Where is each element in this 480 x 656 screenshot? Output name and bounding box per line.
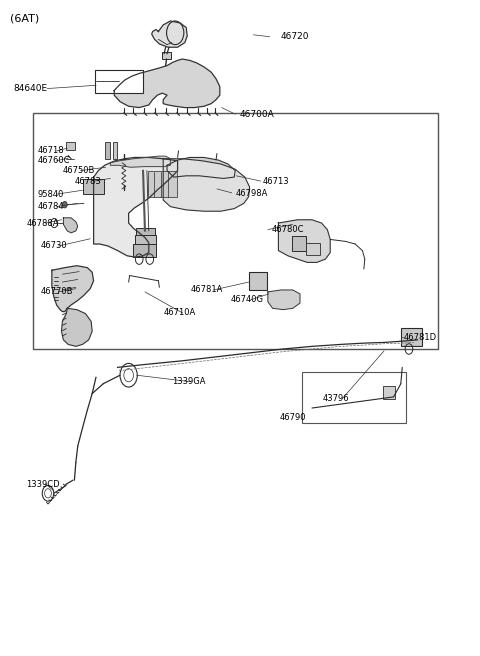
Bar: [33, 113, 438, 349]
Bar: [383, 386, 395, 399]
Text: 46781A: 46781A: [191, 285, 223, 295]
Text: 46720: 46720: [281, 32, 309, 41]
Bar: [105, 142, 110, 159]
Text: 46713: 46713: [263, 176, 289, 186]
Text: 46740G: 46740G: [230, 295, 264, 304]
Text: 46730: 46730: [41, 241, 67, 251]
Circle shape: [416, 336, 421, 344]
Bar: [113, 142, 117, 159]
Text: 46784: 46784: [37, 202, 64, 211]
Circle shape: [62, 201, 67, 208]
Polygon shape: [94, 157, 178, 257]
Bar: [292, 236, 306, 251]
Polygon shape: [278, 220, 330, 262]
Text: (6AT): (6AT): [10, 13, 39, 23]
Text: 46790: 46790: [279, 413, 306, 422]
Text: 46783: 46783: [74, 176, 101, 186]
Text: 43796: 43796: [323, 394, 349, 403]
Text: 46788A: 46788A: [26, 218, 59, 228]
Text: 1339CD: 1339CD: [26, 480, 60, 489]
Bar: [302, 372, 406, 423]
Bar: [306, 243, 320, 255]
Bar: [135, 235, 156, 244]
Bar: [95, 70, 143, 93]
Polygon shape: [268, 290, 300, 310]
Text: 46750B: 46750B: [62, 166, 95, 175]
Bar: [66, 142, 75, 150]
Bar: [133, 244, 156, 257]
Polygon shape: [163, 159, 250, 211]
Text: 1339GA: 1339GA: [172, 377, 205, 386]
Text: 46700A: 46700A: [240, 110, 275, 119]
Text: 46710A: 46710A: [163, 308, 195, 318]
Text: 84640E: 84640E: [13, 84, 47, 93]
Text: 95840: 95840: [37, 190, 64, 199]
Bar: [136, 228, 155, 236]
Text: 46781D: 46781D: [403, 333, 436, 342]
Polygon shape: [63, 218, 78, 233]
Polygon shape: [167, 157, 235, 178]
Bar: [148, 171, 177, 197]
Bar: [401, 328, 422, 346]
Text: 46760C: 46760C: [37, 156, 70, 165]
Polygon shape: [152, 21, 187, 47]
Text: 46780C: 46780C: [271, 225, 304, 234]
Polygon shape: [61, 308, 92, 346]
Polygon shape: [110, 156, 170, 167]
Text: 46798A: 46798A: [235, 189, 267, 198]
Bar: [162, 52, 171, 59]
Text: 46718: 46718: [37, 146, 64, 155]
Bar: [83, 179, 104, 194]
Polygon shape: [114, 59, 220, 108]
Text: 46770B: 46770B: [41, 287, 73, 297]
Polygon shape: [52, 266, 94, 312]
Bar: [249, 272, 267, 290]
